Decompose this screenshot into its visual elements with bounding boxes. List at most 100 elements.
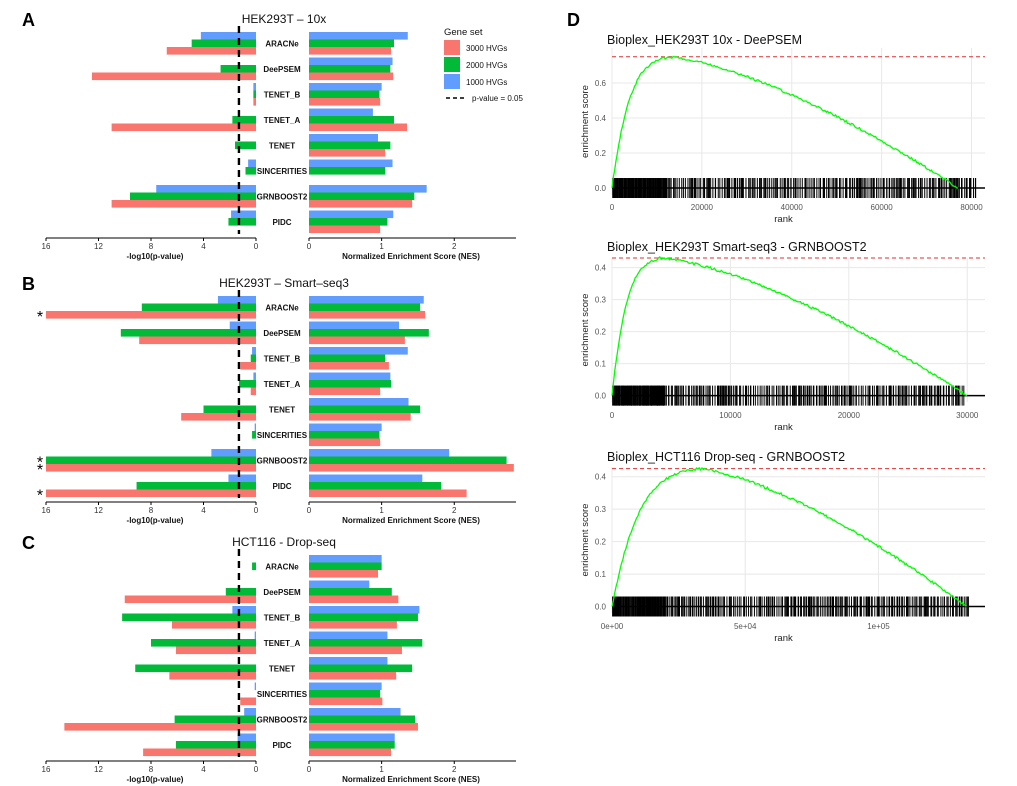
pvalue-bar: [254, 423, 256, 432]
pvalue-bar: [169, 672, 256, 680]
category-label: PIDC: [272, 218, 291, 227]
y-tick-label: 0.4: [595, 264, 607, 273]
pvalue-bar: [64, 723, 256, 731]
right-axis-title: Normalized Enrichment Score (NES): [342, 516, 480, 525]
enrichment-curve: [611, 466, 967, 607]
nes-bar: [309, 200, 413, 208]
pvalue-bar: [235, 141, 256, 150]
nes-bar: [309, 57, 393, 66]
pvalue-bar: [135, 664, 256, 673]
pvalue-bar: [46, 464, 256, 472]
gsea-plot-3: Bioplex_HCT116 Drop-seq - GRNBOOST2 0e+00…: [580, 450, 985, 644]
nes-bar: [309, 329, 429, 337]
pvalue-bar: [238, 380, 256, 388]
pvalue-bar: [91, 72, 256, 81]
pvalue-bar: [252, 347, 256, 355]
nes-bar: [309, 123, 408, 132]
x-tick-label: 20000: [691, 203, 714, 212]
gsea-title: Bioplex_HCT116 Drop-seq - GRNBOOST2: [607, 450, 845, 464]
x-tick-label: 5e+04: [734, 622, 757, 631]
nes-bar: [309, 108, 373, 117]
left-tick-label: 16: [42, 765, 51, 774]
category-label: TENET_A: [264, 639, 301, 648]
nes-bar: [309, 715, 416, 724]
right-tick-label: 1: [379, 506, 384, 515]
right-tick-label: 1: [379, 242, 384, 251]
y-tick-label: 0.3: [595, 505, 607, 514]
category-label: PIDC: [272, 482, 291, 491]
pvalue-bar: [228, 474, 256, 483]
nes-bar: [309, 98, 381, 106]
nes-bar: [309, 185, 427, 193]
nes-bar: [309, 149, 386, 157]
panel-label: D: [567, 10, 580, 30]
x-tick-label: 60000: [871, 203, 894, 212]
pvalue-bar: [240, 362, 256, 370]
pvalue-bar: [46, 311, 256, 319]
right-axis-title: Normalized Enrichment Score (NES): [342, 775, 480, 784]
category-label: TENET: [269, 406, 295, 415]
nes-bar: [309, 405, 421, 414]
left-tick-label: 12: [94, 242, 103, 251]
left-axis-title: -log10(p-value): [127, 775, 184, 784]
x-axis-title: rank: [774, 633, 793, 644]
nes-bar: [309, 431, 380, 439]
panel-label: A: [22, 10, 35, 30]
x-tick-label: 0e+00: [601, 622, 624, 631]
nes-bar: [309, 657, 388, 665]
y-axis-title: enrichment score: [580, 294, 591, 367]
nes-bar: [309, 372, 391, 381]
pvalue-bar: [225, 588, 256, 596]
nes-bar: [309, 72, 394, 81]
y-tick-label: 0.1: [595, 360, 607, 369]
category-label: SINCERITIES: [257, 167, 308, 176]
nes-bar: [309, 474, 423, 483]
nes-bar: [309, 456, 507, 465]
nes-bar: [309, 39, 394, 48]
nes-bar: [309, 672, 397, 680]
pvalue-bar: [143, 748, 256, 757]
pvalue-bar: [252, 562, 256, 571]
left-axis-title: -log10(p-value): [127, 516, 184, 525]
gsea-title: Bioplex_HEK293T 10x - DeePSEM: [607, 33, 802, 47]
nes-bar: [309, 570, 378, 578]
pvalue-bar: [130, 192, 256, 201]
category-label: ARACNe: [265, 563, 299, 572]
nes-bar: [309, 159, 393, 168]
right-tick-label: 0: [307, 506, 312, 515]
x-tick-label: 0: [610, 203, 615, 212]
nes-bar: [309, 606, 420, 614]
pvalue-bar: [175, 741, 256, 749]
panel-label: B: [22, 274, 35, 294]
y-tick-label: 0.4: [595, 114, 607, 123]
panel-a: A HEK293T – 10x ARACNe DeePSEM TENET_B TENET_…: [22, 10, 516, 261]
left-tick-label: 0: [254, 765, 259, 774]
left-tick-label: 4: [201, 506, 206, 515]
gsea-plot-1: Bioplex_HEK293T 10x - DeePSEM 0 20000 40000…: [580, 33, 985, 225]
nes-bar: [309, 588, 392, 596]
panel-b: B HEK293T – Smart–seq3 ARACNe DeePSEM TENET_…: [22, 274, 516, 525]
x-tick-label: 0: [610, 411, 615, 420]
panel-label: C: [22, 533, 35, 553]
left-tick-label: 4: [201, 242, 206, 251]
category-label: TENET_B: [264, 91, 301, 100]
category-label: TENET_B: [264, 614, 301, 623]
nes-bar: [309, 398, 409, 406]
pvalue-bar: [253, 372, 256, 381]
significance-star: *: [37, 462, 43, 479]
nes-bar: [309, 489, 467, 498]
right-tick-label: 1: [379, 765, 384, 774]
nes-bar: [309, 311, 426, 319]
pvalue-bar: [174, 715, 256, 724]
x-tick-label: 80000: [960, 203, 983, 212]
pvalue-bar: [111, 200, 256, 208]
y-tick-label: 0.0: [595, 392, 607, 401]
pvalue-bar: [252, 431, 256, 439]
nes-bar: [309, 65, 391, 73]
panel-title: HEK293T – 10x: [242, 12, 327, 26]
nes-bar: [309, 32, 408, 40]
significance-star: *: [37, 488, 43, 505]
left-tick-label: 16: [42, 506, 51, 515]
pvalue-bar: [136, 482, 256, 490]
